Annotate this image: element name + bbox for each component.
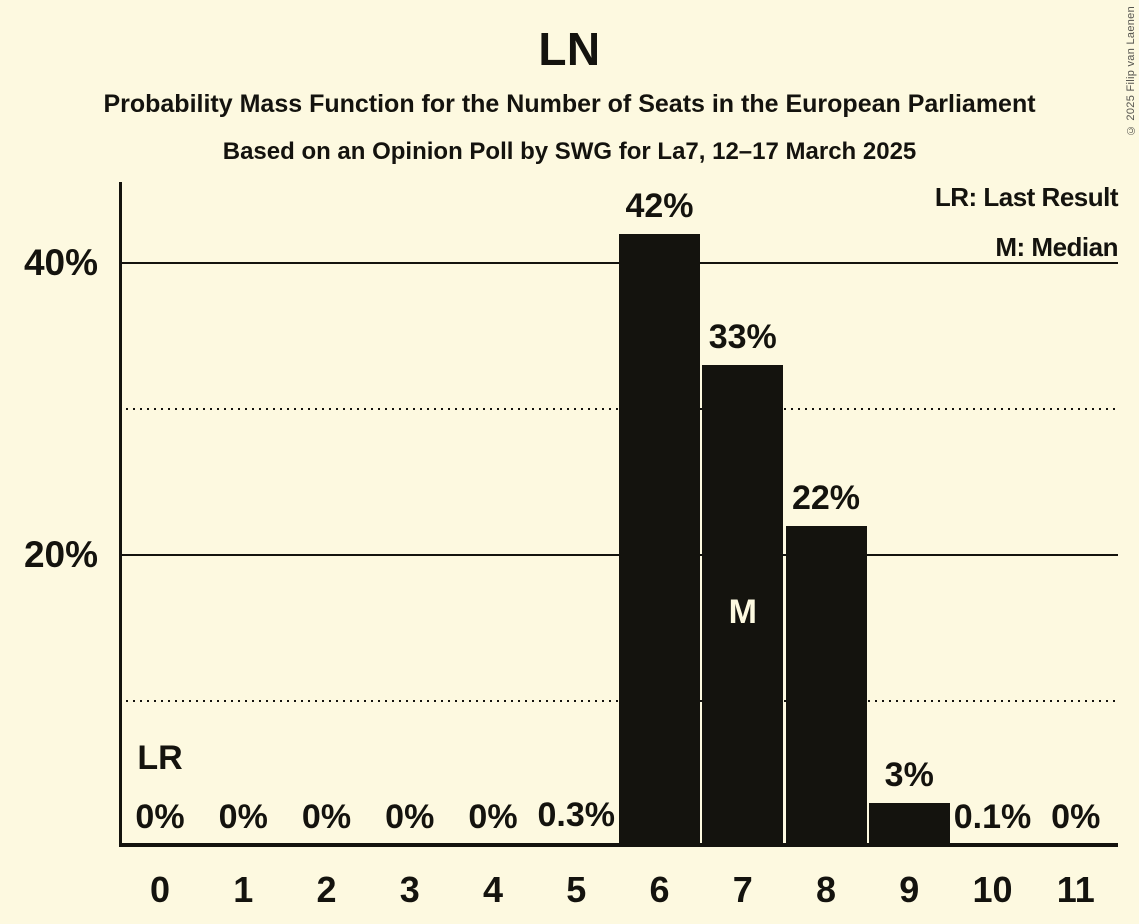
x-tick-11: 11 bbox=[1056, 869, 1095, 910]
x-tick-9: 9 bbox=[899, 869, 920, 910]
annotation-lr-seats-0: LR bbox=[137, 739, 183, 777]
legend-median: M: Median bbox=[995, 232, 1118, 262]
value-label-seats-8: 22% bbox=[791, 478, 861, 517]
value-label-seats-9: 3% bbox=[884, 756, 934, 795]
chart-subtitle: Probability Mass Function for the Number… bbox=[103, 90, 1036, 118]
gridline-dotted-10 bbox=[119, 700, 1118, 702]
bar-seats-5 bbox=[535, 842, 617, 847]
bar-seats-9 bbox=[868, 803, 950, 847]
value-label-seats-11: 0% bbox=[1051, 798, 1101, 836]
chart-title: LN bbox=[538, 23, 601, 75]
value-label-seats-4: 0% bbox=[468, 798, 518, 836]
value-label-seats-6: 42% bbox=[625, 186, 694, 225]
x-tick-6: 6 bbox=[649, 869, 670, 910]
bar-seats-7 bbox=[702, 365, 784, 847]
bar-seats-8 bbox=[785, 525, 867, 847]
value-label-seats-5: 0.3% bbox=[537, 795, 616, 834]
gridline-solid-20 bbox=[119, 554, 1118, 556]
bar-seats-6 bbox=[619, 233, 700, 847]
x-axis-line bbox=[119, 843, 1118, 847]
y-axis-line bbox=[119, 182, 122, 847]
annotation-m-seats-7: M bbox=[728, 593, 757, 631]
x-tick-0: 0 bbox=[149, 869, 171, 910]
value-label-seats-1: 0% bbox=[218, 798, 268, 836]
value-label-seats-7: 33% bbox=[708, 318, 777, 357]
value-label-seats-10: 0.1% bbox=[953, 798, 1032, 836]
x-tick-1: 1 bbox=[233, 869, 254, 910]
value-label-seats-3: 0% bbox=[385, 798, 435, 836]
y-axis-label-20: 20% bbox=[23, 534, 98, 575]
chart-source-line: Based on an Opinion Poll by SWG for La7,… bbox=[222, 138, 917, 165]
x-tick-7: 7 bbox=[732, 869, 753, 910]
gridline-dotted-30 bbox=[119, 408, 1118, 410]
x-tick-5: 5 bbox=[566, 869, 587, 910]
x-tick-8: 8 bbox=[815, 869, 837, 910]
x-tick-10: 10 bbox=[972, 869, 1013, 910]
legend-last-result: LR: Last Result bbox=[934, 182, 1119, 212]
x-tick-4: 4 bbox=[482, 869, 504, 910]
bar-seats-10 bbox=[952, 845, 1033, 847]
value-label-seats-2: 0% bbox=[301, 798, 352, 836]
y-axis-label-40: 40% bbox=[23, 242, 98, 283]
value-label-seats-0: 0% bbox=[135, 798, 185, 836]
gridline-solid-40 bbox=[119, 262, 1118, 264]
x-tick-3: 3 bbox=[399, 869, 420, 910]
x-tick-2: 2 bbox=[316, 869, 337, 910]
